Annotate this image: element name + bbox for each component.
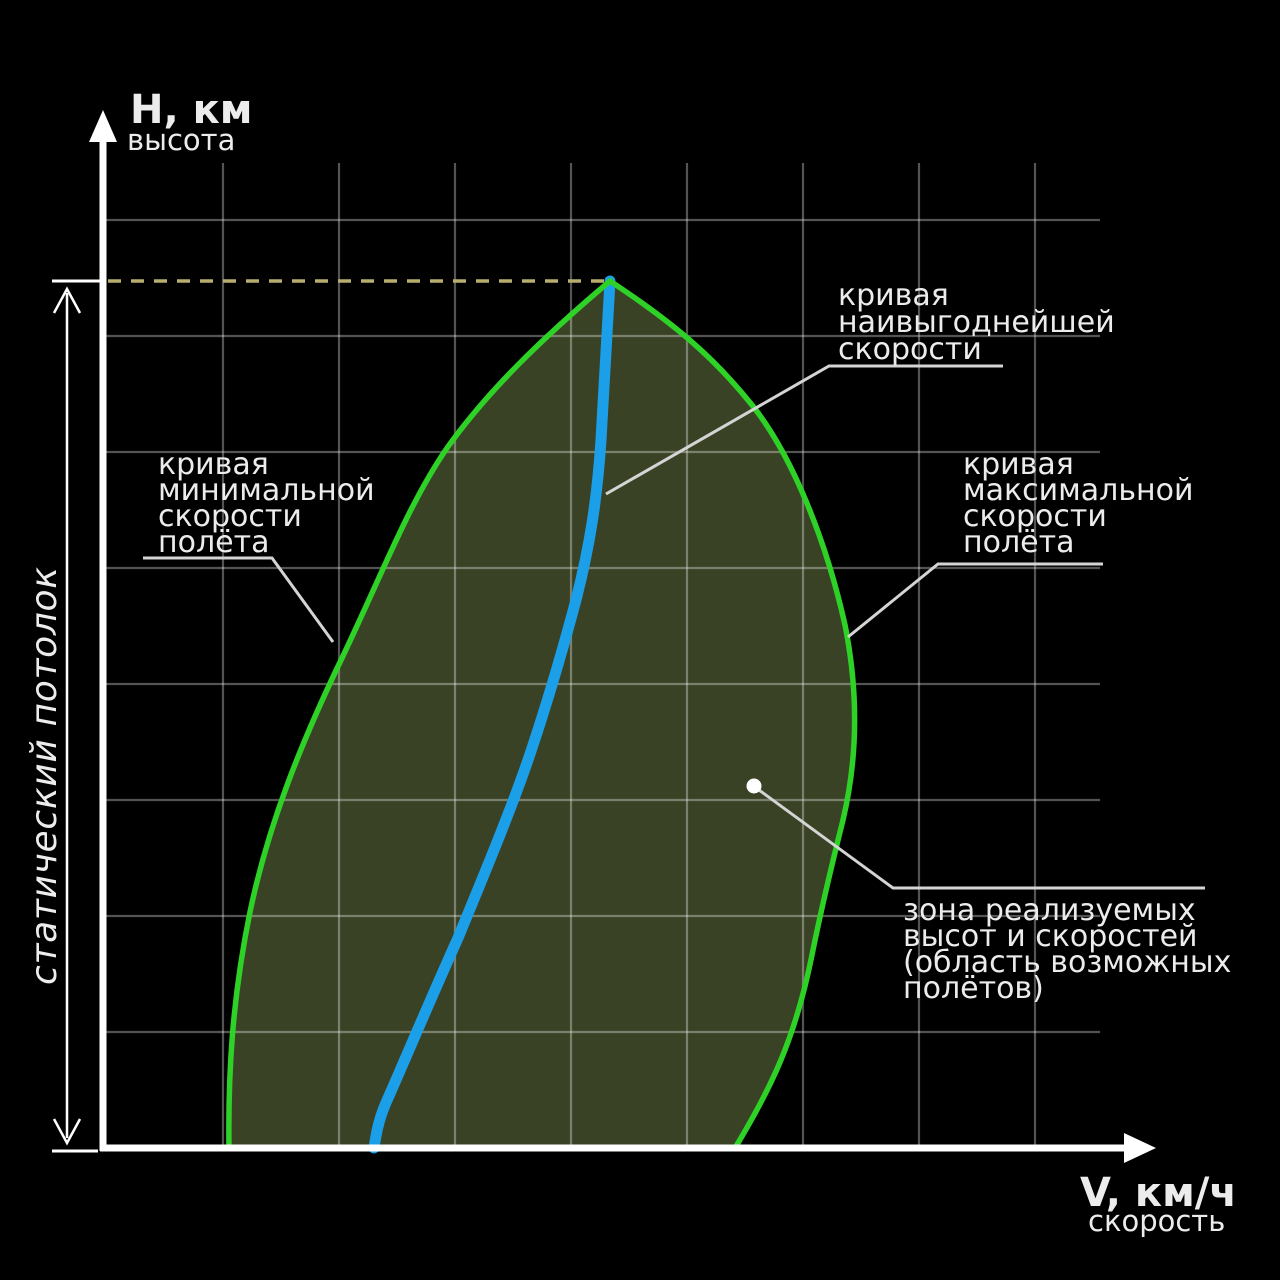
max-speed-annotation: кривая максимальной скорости полёта xyxy=(963,447,1193,560)
min-speed-leader-line xyxy=(143,556,335,643)
max-speed-line4: полёта xyxy=(963,525,1074,560)
best-speed-line2: наивыгоднейшей xyxy=(838,305,1115,340)
min-speed-line2: минимальной xyxy=(158,473,375,508)
zone-line4: полётов) xyxy=(903,971,1044,1006)
min-speed-line1: кривая xyxy=(158,447,269,482)
best-speed-curve xyxy=(368,275,616,1154)
best-speed-line1: кривая xyxy=(838,278,949,313)
best-speed-annotation: кривая наивыгоднейшей скорости xyxy=(838,278,1115,367)
x-axis xyxy=(100,1133,1156,1163)
static-ceiling-label: статический потолок xyxy=(24,567,65,985)
x-axis-title: V, км/ч скорость xyxy=(1080,1170,1237,1238)
min-speed-annotation: кривая минимальной скорости полёта xyxy=(158,447,375,560)
envelope-outline-curve xyxy=(226,278,858,1150)
zone-leader-line xyxy=(758,788,1205,890)
arrow-down-icon xyxy=(52,1118,82,1146)
max-speed-line3: скорости xyxy=(963,499,1107,534)
arrow-up-icon xyxy=(52,286,82,314)
y-axis-arrowhead-icon xyxy=(89,110,117,142)
min-speed-line3: скорости xyxy=(158,499,302,534)
max-speed-leader-line xyxy=(847,562,1103,639)
zone-line2: высот и скоростей xyxy=(903,919,1198,954)
best-speed-line3: скорости xyxy=(838,332,982,367)
x-axis-sublabel: скорость xyxy=(1088,1204,1225,1238)
y-axis-label: Н, км xyxy=(130,87,252,133)
y-axis-sublabel: высота xyxy=(127,123,235,157)
y-axis xyxy=(89,110,117,1151)
zone-line1: зона реализуемых xyxy=(903,893,1196,928)
best-speed-leader-line xyxy=(605,364,1003,496)
zone-marker-dot xyxy=(746,778,762,794)
x-axis-label: V, км/ч xyxy=(1080,1170,1237,1216)
zone-annotation: зона реализуемых высот и скоростей (обла… xyxy=(903,893,1231,1006)
max-speed-line1: кривая xyxy=(963,447,1074,482)
min-speed-line4: полёта xyxy=(158,525,269,560)
x-axis-arrowhead-icon xyxy=(1124,1133,1156,1163)
zone-line3: (область возможных xyxy=(903,945,1231,980)
grid-vertical-lines xyxy=(221,163,1037,1148)
max-speed-line2: максимальной xyxy=(963,473,1193,508)
y-axis-title: Н, км высота xyxy=(127,87,252,157)
static-ceiling-extent-arrow xyxy=(52,279,100,1153)
